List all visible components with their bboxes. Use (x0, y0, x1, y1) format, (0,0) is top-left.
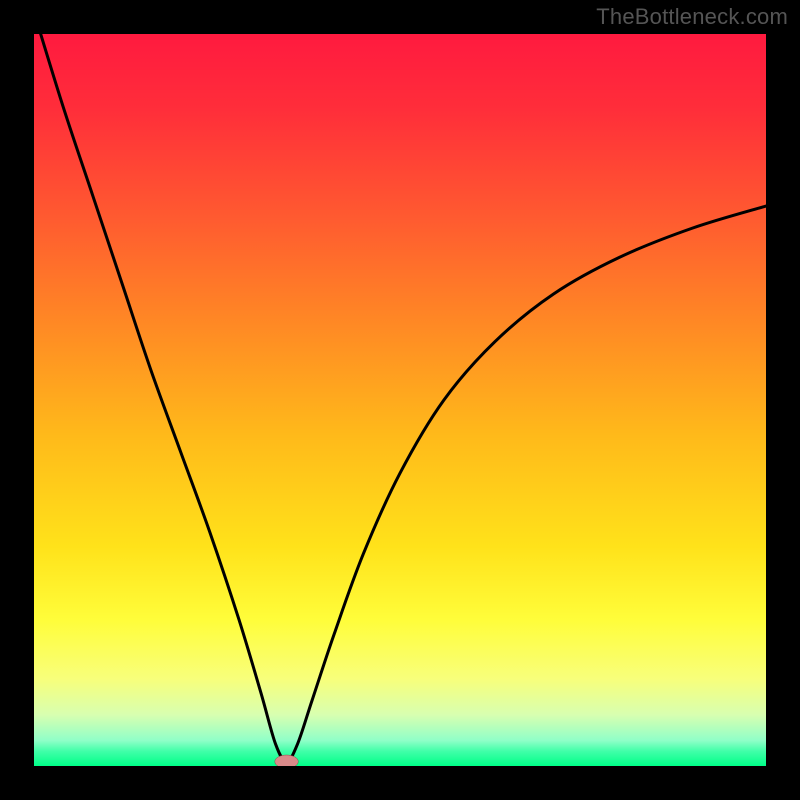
minimum-marker (275, 755, 298, 766)
watermark-text: TheBottleneck.com (596, 4, 788, 30)
bottleneck-chart (34, 34, 766, 766)
chart-background (34, 34, 766, 766)
chart-container: TheBottleneck.com (0, 0, 800, 800)
